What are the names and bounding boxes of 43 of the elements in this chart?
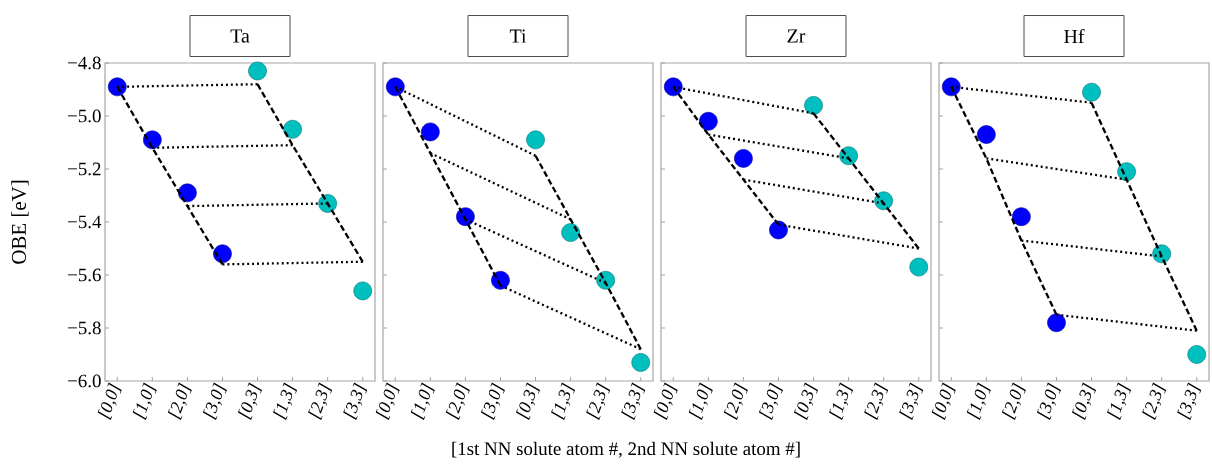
y-axis-title: OBE [eV]: [11, 180, 29, 264]
x-tick-label: [0,3]: [237, 382, 262, 420]
x-tick-label: [0,3]: [515, 382, 540, 420]
x-tick-label: [3,3]: [621, 382, 646, 420]
x-axis-title: [1st NN solute atom #, 2nd NN solute atom #]: [452, 441, 800, 458]
x-tick-label: [2,3]: [864, 382, 889, 420]
x-tick-label: [0,0]: [375, 382, 400, 420]
x-tick-label: [2,3]: [1142, 382, 1167, 420]
chart-title: Ta: [230, 29, 250, 43]
x-tick-label: [2,0]: [167, 382, 192, 420]
chart-title: Hf: [1064, 29, 1085, 44]
y-tick-label: −5.2: [68, 162, 101, 176]
x-tick-label: [3,0]: [1036, 382, 1061, 420]
x-tick-label: [3,0]: [202, 382, 227, 420]
y-tick-label: −4.8: [68, 56, 101, 70]
chart-title: Ti: [509, 29, 527, 43]
x-tick-label: [1,0]: [966, 382, 991, 420]
y-tick-label: −5.4: [68, 215, 102, 229]
y-tick-label: −5.8: [68, 321, 101, 335]
x-tick-label: [2,0]: [445, 382, 470, 420]
x-tick-label: [1,0]: [132, 382, 157, 420]
x-tick-label: [1,3]: [829, 382, 854, 420]
x-tick-label: [3,0]: [758, 382, 783, 420]
x-tick-label: [1,3]: [273, 382, 298, 420]
x-tick-label: [3,3]: [1177, 382, 1202, 420]
x-tick-label: [2,3]: [586, 382, 611, 420]
y-tick-label: −5.6: [68, 268, 101, 282]
x-tick-label: [2,3]: [308, 382, 333, 420]
x-tick-label: [3,3]: [343, 382, 368, 420]
x-tick-label: [2,0]: [723, 382, 748, 420]
y-tick-label: −5.0: [68, 109, 101, 123]
x-tick-label: [1,0]: [410, 382, 435, 420]
chart-title: Zr: [787, 29, 806, 43]
x-tick-label: [2,0]: [1001, 382, 1026, 420]
x-tick-label: [3,0]: [480, 382, 505, 420]
x-tick-label: [0,3]: [793, 382, 818, 420]
x-tick-label: [0,3]: [1072, 382, 1096, 420]
x-tick-label: [3,3]: [899, 382, 924, 420]
x-tick-label: [0,0]: [653, 382, 678, 420]
x-tick-label: [1,0]: [688, 382, 713, 420]
x-tick-label: [1,3]: [551, 382, 576, 420]
x-tick-label: [0,0]: [931, 382, 956, 420]
x-tick-label: [1,3]: [1107, 382, 1132, 420]
